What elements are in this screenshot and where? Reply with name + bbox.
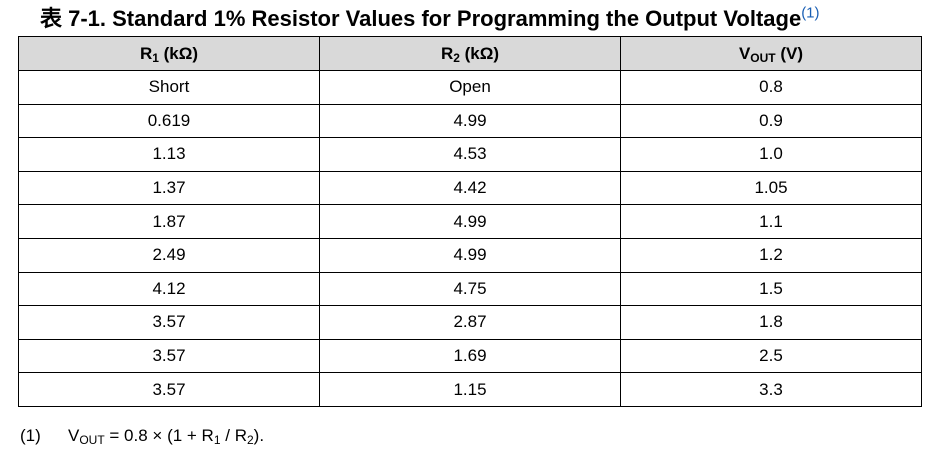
cell-r2: Open bbox=[319, 70, 621, 105]
cell-r1: 1.37 bbox=[18, 170, 320, 206]
table-row: Short Open 0.8 bbox=[18, 70, 922, 105]
table-row: 3.57 2.87 1.8 bbox=[18, 305, 922, 340]
header-vout: VOUT (V) bbox=[620, 36, 922, 71]
table-title-text: 表 7-1. Standard 1% Resistor Values for P… bbox=[40, 6, 802, 31]
cell-r2: 4.75 bbox=[319, 271, 621, 307]
table-header-row: R1 (kΩ) R2 (kΩ) VOUT (V) bbox=[18, 36, 922, 71]
table-row: 3.57 1.15 3.3 bbox=[18, 372, 922, 407]
cell-r1: 3.57 bbox=[18, 338, 320, 374]
cell-r2: 4.99 bbox=[319, 204, 621, 239]
table-row: 1.13 4.53 1.0 bbox=[18, 137, 922, 172]
cell-vout: 3.3 bbox=[620, 372, 922, 407]
cell-r2: 4.99 bbox=[319, 237, 621, 273]
table-row: 3.57 1.69 2.5 bbox=[18, 338, 922, 374]
table-row: 1.87 4.99 1.1 bbox=[18, 204, 922, 239]
table-row: 1.37 4.42 1.05 bbox=[18, 170, 922, 206]
cell-vout: 1.1 bbox=[620, 204, 922, 239]
cell-vout: 2.5 bbox=[620, 338, 922, 374]
cell-r1: 4.12 bbox=[18, 271, 320, 307]
table-title: 表 7-1. Standard 1% Resistor Values for P… bbox=[40, 4, 930, 34]
cell-vout: 0.8 bbox=[620, 70, 922, 105]
footnote: (1) VOUT = 0.8 × (1 + R1 / R2). bbox=[20, 424, 264, 448]
cell-r2: 2.87 bbox=[319, 305, 621, 340]
cell-r2: 1.15 bbox=[319, 372, 621, 407]
table-row: 0.619 4.99 0.9 bbox=[18, 103, 922, 139]
cell-r1: 0.619 bbox=[18, 103, 320, 139]
resistor-values-table: R1 (kΩ) R2 (kΩ) VOUT (V) Short Open 0.8 … bbox=[18, 36, 922, 407]
cell-r1: 3.57 bbox=[18, 372, 320, 407]
header-r1: R1 (kΩ) bbox=[18, 36, 320, 71]
cell-vout: 1.0 bbox=[620, 137, 922, 172]
cell-r1: 3.57 bbox=[18, 305, 320, 340]
cell-vout: 0.9 bbox=[620, 103, 922, 139]
cell-r2: 4.99 bbox=[319, 103, 621, 139]
header-r2: R2 (kΩ) bbox=[319, 36, 621, 71]
cell-vout: 1.2 bbox=[620, 237, 922, 273]
cell-vout: 1.5 bbox=[620, 271, 922, 307]
cell-r1: 1.13 bbox=[18, 137, 320, 172]
table-row: 4.12 4.75 1.5 bbox=[18, 271, 922, 307]
footnote-reference-link[interactable]: (1) bbox=[801, 4, 820, 22]
table-row: 2.49 4.99 1.2 bbox=[18, 237, 922, 273]
cell-vout: 1.8 bbox=[620, 305, 922, 340]
cell-r1: 1.87 bbox=[18, 204, 320, 239]
cell-r1: Short bbox=[18, 70, 320, 105]
cell-r2: 4.42 bbox=[319, 170, 621, 206]
cell-r2: 4.53 bbox=[319, 137, 621, 172]
footnote-formula: VOUT = 0.8 × (1 + R1 / R2). bbox=[68, 426, 265, 447]
footnote-marker: (1) bbox=[20, 426, 41, 445]
cell-vout: 1.05 bbox=[620, 170, 922, 206]
cell-r2: 1.69 bbox=[319, 338, 621, 374]
cell-r1: 2.49 bbox=[18, 237, 320, 273]
